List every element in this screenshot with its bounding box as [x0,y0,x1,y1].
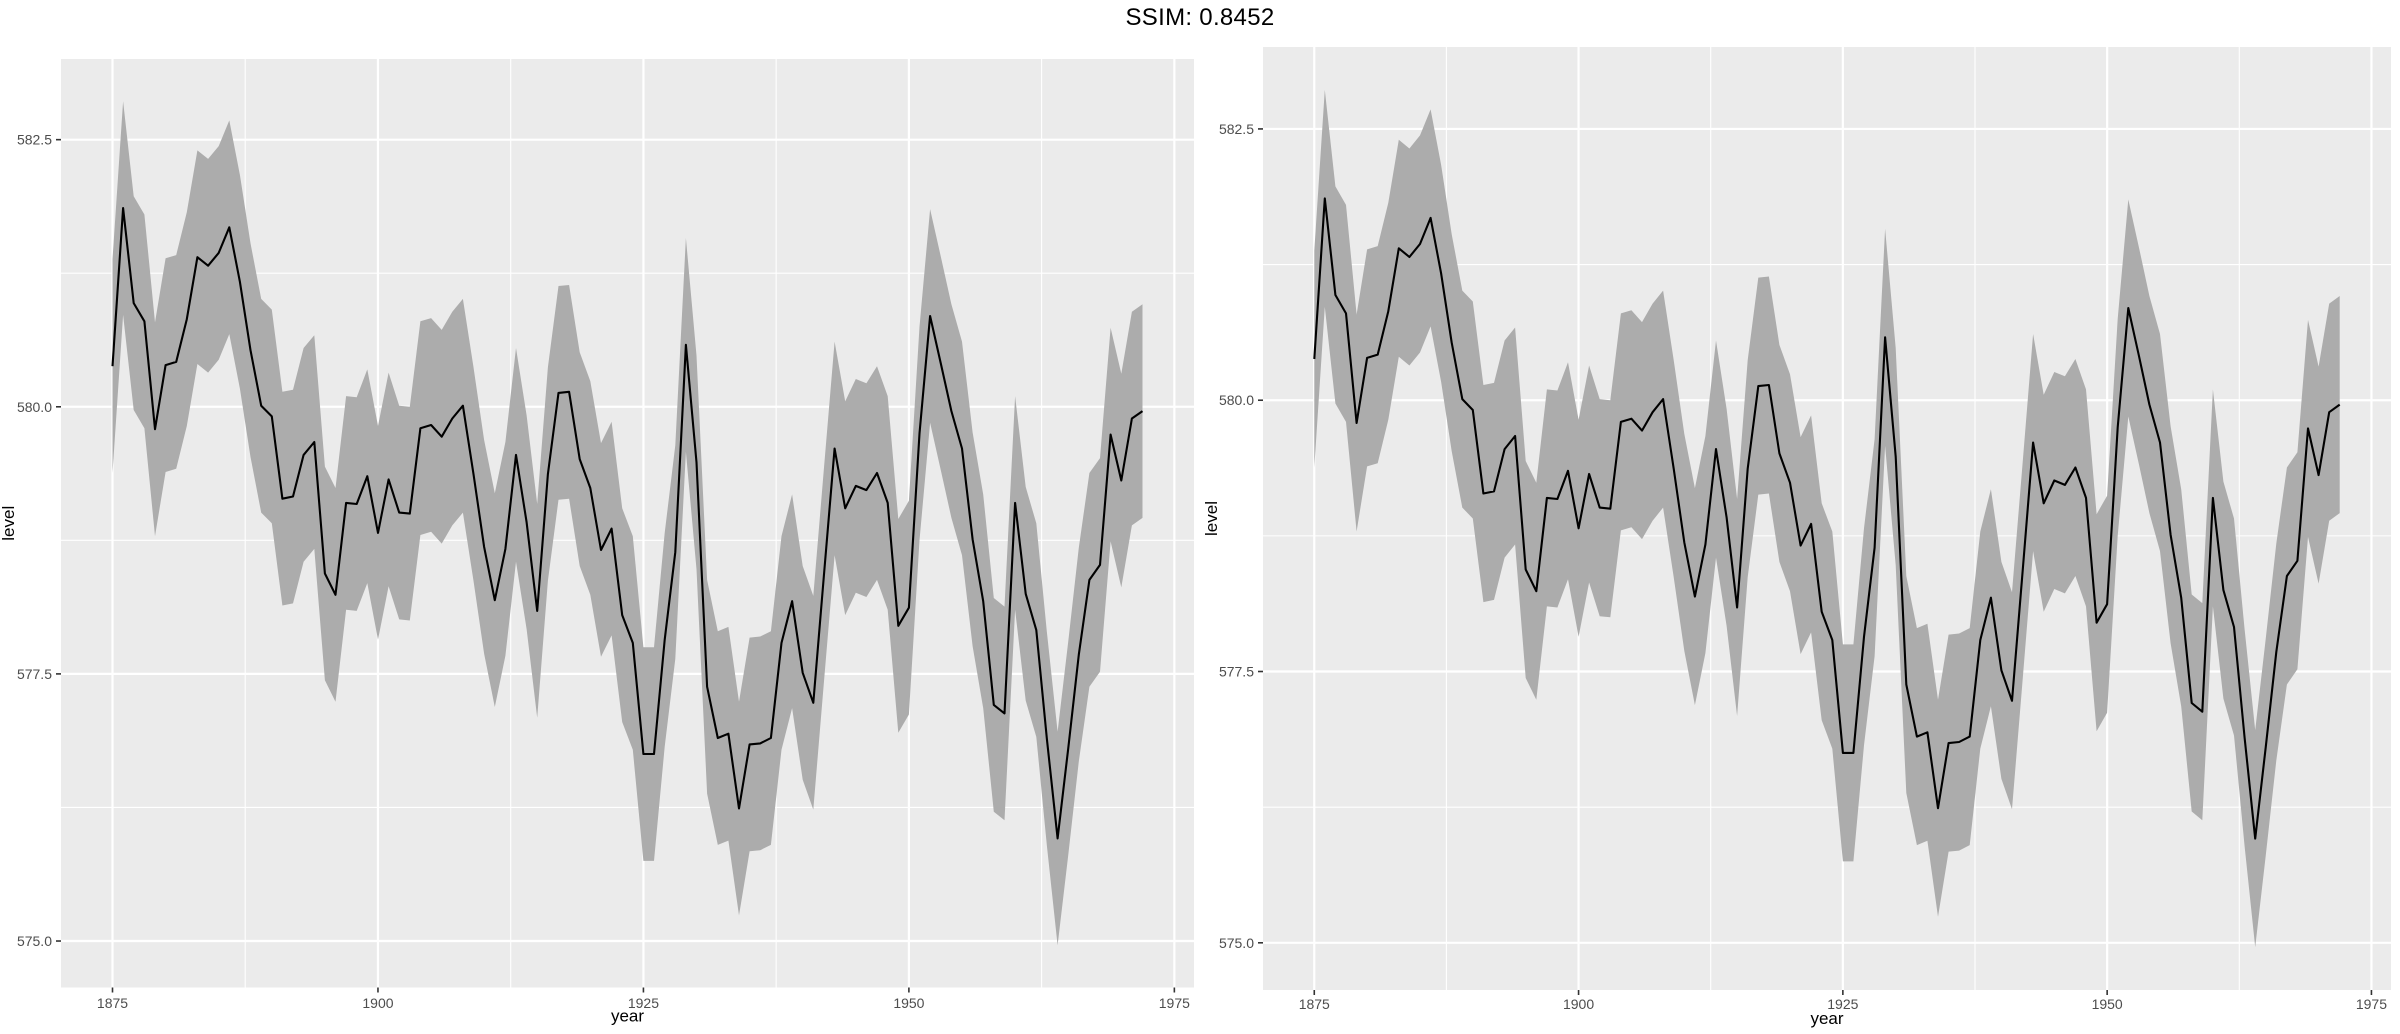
right-x-tick-label: 1875 [1299,996,1330,1012]
right-confidence-ribbon [1314,89,2340,948]
right-x-tick-label: 1900 [1563,996,1594,1012]
right-x-tick-label: 1975 [2356,996,2387,1012]
right-y-tick-label: 580.0 [1219,392,1254,408]
left-x-tick-label: 1975 [1159,995,1190,1011]
right-y-tick-label: 582.5 [1219,121,1254,137]
left-x-axis-title: year [611,1007,644,1026]
right-y-tick-label: 577.5 [1219,664,1254,680]
right-chart: 1875 1900 1925 1950 1975 575.0 577.5 580.0 582.5… [1202,47,2391,1028]
left-y-tick-label: 582.5 [17,132,52,148]
left-confidence-ribbon [112,101,1143,946]
left-x-tick-label: 1925 [628,995,659,1011]
left-y-tick-label: 580.0 [17,399,52,415]
right-y-axis-title: level [1202,501,1221,536]
right-y-tick-label: 575.0 [1219,935,1254,951]
right-x-tick-label: 1950 [2092,996,2123,1012]
page-title: SSIM: 0.8452 [1125,4,1275,31]
left-y-tick-label: 575.0 [17,933,52,949]
right-x-axis-title: year [1810,1009,1843,1028]
left-y-axis-title: level [0,506,18,541]
right-level-line [1313,197,2341,840]
left-y-tick-label: 577.5 [17,666,52,682]
left-chart: 1875 1900 1925 1950 1975 575.0 577.5 580.0 582.5… [0,59,1194,1026]
left-x-tick-label: 1950 [893,995,924,1011]
right-x-tick-label: 1925 [1827,996,1858,1012]
left-x-tick-label: 1875 [97,995,128,1011]
left-x-tick-label: 1900 [362,995,393,1011]
left-level-line [111,207,1144,840]
